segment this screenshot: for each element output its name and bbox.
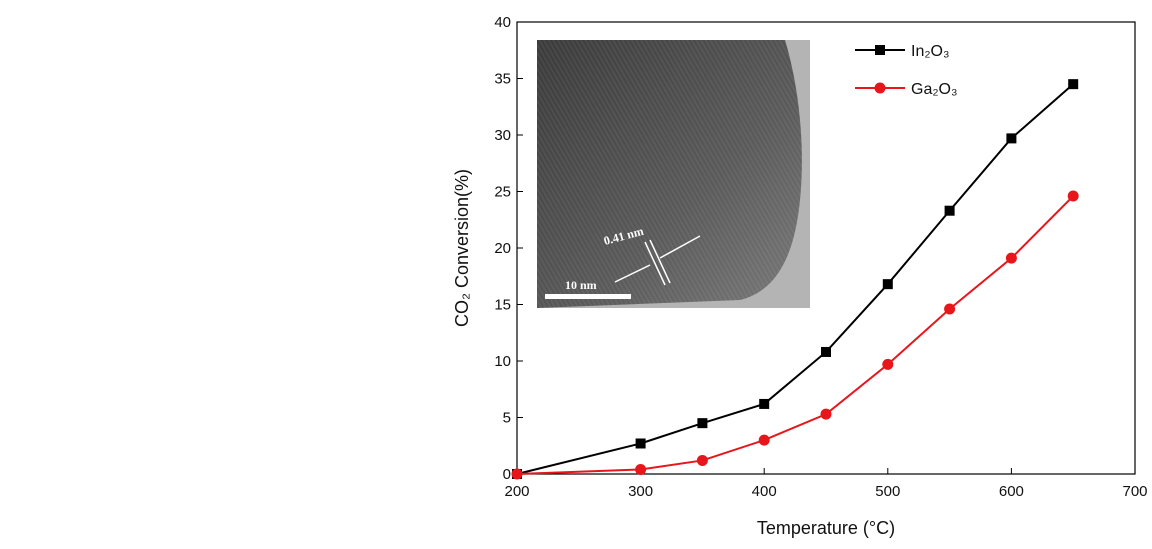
legend-marker	[875, 45, 885, 55]
y-tick-label: 35	[494, 71, 511, 88]
x-tick-label: 200	[504, 483, 529, 500]
marker	[635, 438, 646, 449]
marker	[821, 346, 831, 357]
x-axis-title: Temperature (°C)	[757, 518, 895, 538]
marker	[1006, 133, 1017, 144]
marker	[882, 279, 893, 290]
x-tick-label: 500	[875, 483, 900, 500]
y-axis-title: CO₂ Conversion(%)	[452, 169, 472, 327]
y-tick-label: 25	[494, 184, 511, 201]
legend-label: In₂O₃	[911, 43, 950, 60]
marker	[511, 468, 523, 480]
legend-label: Ga₂O₃	[911, 81, 958, 98]
marker	[882, 358, 894, 370]
y-tick-label: 0	[503, 466, 511, 483]
marker	[820, 408, 832, 420]
marker	[1067, 190, 1079, 202]
marker	[635, 463, 647, 475]
y-tick-label: 20	[494, 240, 511, 257]
legend-marker	[874, 82, 886, 94]
marker	[944, 303, 956, 315]
marker	[759, 398, 770, 409]
x-tick-label: 300	[628, 483, 653, 500]
marker	[1005, 252, 1017, 264]
marker	[758, 434, 770, 446]
marker	[697, 418, 708, 429]
x-tick-label: 400	[752, 483, 777, 500]
y-tick-label: 40	[494, 14, 511, 31]
marker	[1068, 79, 1079, 90]
y-tick-label: 15	[494, 297, 511, 314]
y-tick-label: 30	[494, 127, 511, 144]
x-tick-label: 700	[1122, 483, 1147, 500]
inset-annotation: 10 nm	[565, 278, 597, 292]
inset-image: 0.41 nm 10 nm	[537, 40, 810, 308]
marker	[944, 205, 955, 216]
x-tick-label: 600	[999, 483, 1024, 500]
marker	[696, 454, 708, 466]
y-tick-label: 10	[494, 353, 511, 370]
y-tick-label: 5	[503, 410, 511, 427]
